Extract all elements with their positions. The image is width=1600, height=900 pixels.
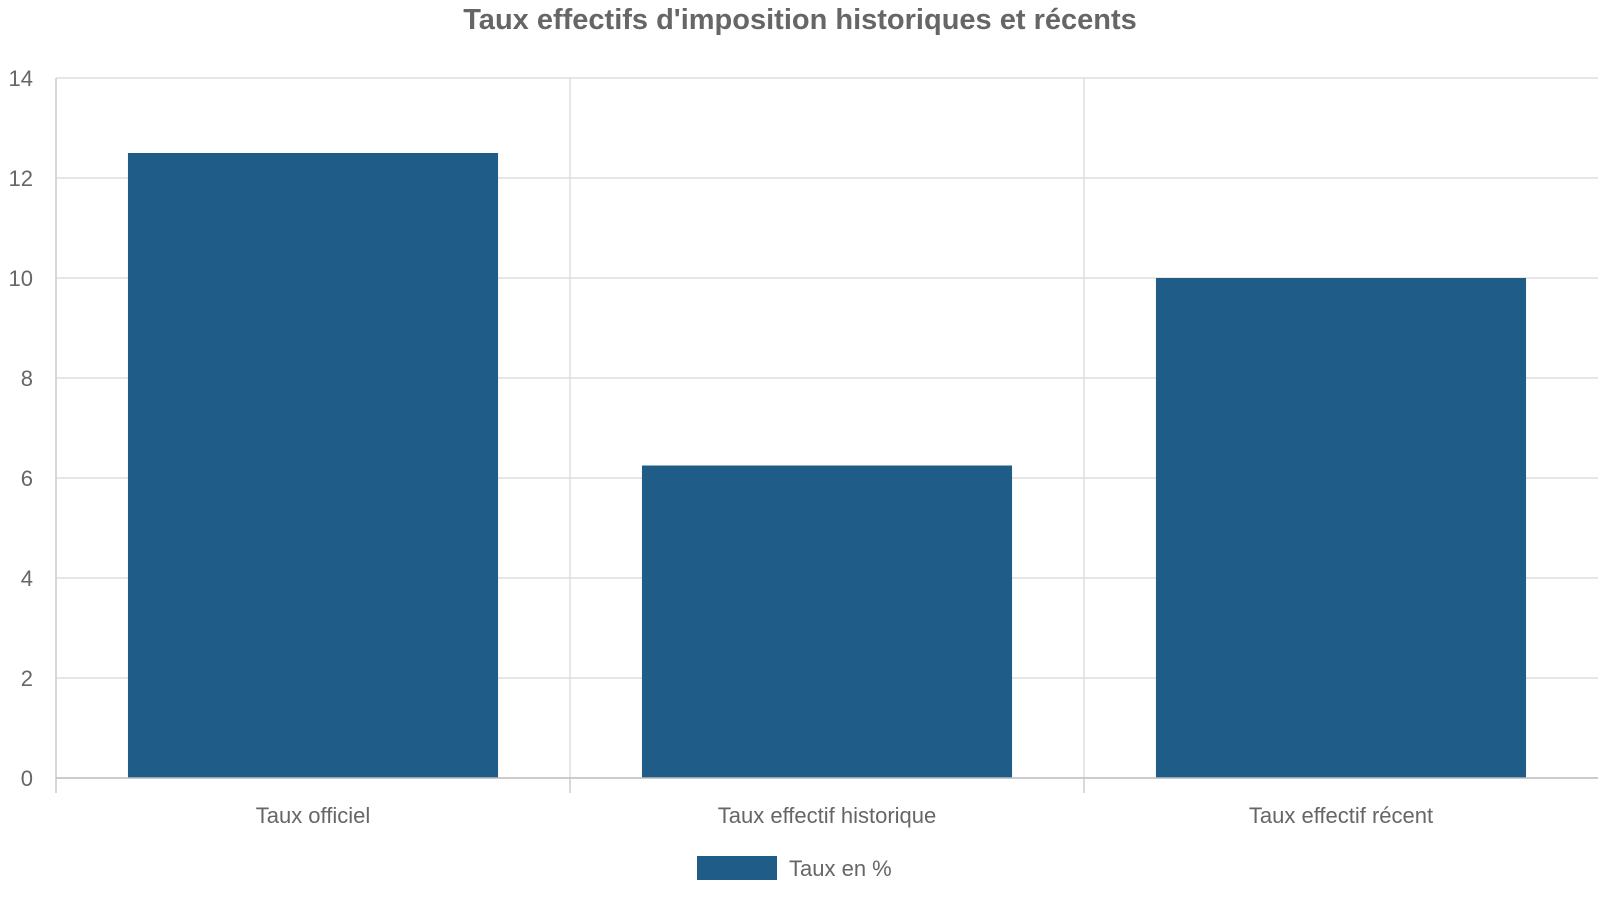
x-tick-label: Taux officiel [256,803,371,828]
axes [55,78,1598,793]
y-tick-label: 10 [9,266,33,291]
y-tick-label: 12 [9,166,33,191]
legend: Taux en % [697,856,892,881]
legend-label: Taux en % [789,856,892,881]
y-axis-ticks: 0 2 4 6 8 10 12 14 [9,66,33,791]
bar [641,465,1013,778]
legend-swatch [697,856,777,880]
bar [1155,278,1527,778]
bar [127,153,499,778]
x-axis-ticks: Taux officiel Taux effectif historique Tau… [256,803,1433,828]
x-tick-label: Taux effectif récent [1249,803,1433,828]
y-tick-label: 4 [21,566,33,591]
y-tick-label: 14 [9,66,33,91]
x-tick-label: Taux effectif historique [718,803,937,828]
y-tick-label: 8 [21,366,33,391]
chart-title: Taux effectifs d'imposition historiques … [463,4,1137,36]
y-tick-label: 6 [21,466,33,491]
y-tick-label: 0 [21,766,33,791]
y-tick-label: 2 [21,666,33,691]
bars [127,153,1527,778]
